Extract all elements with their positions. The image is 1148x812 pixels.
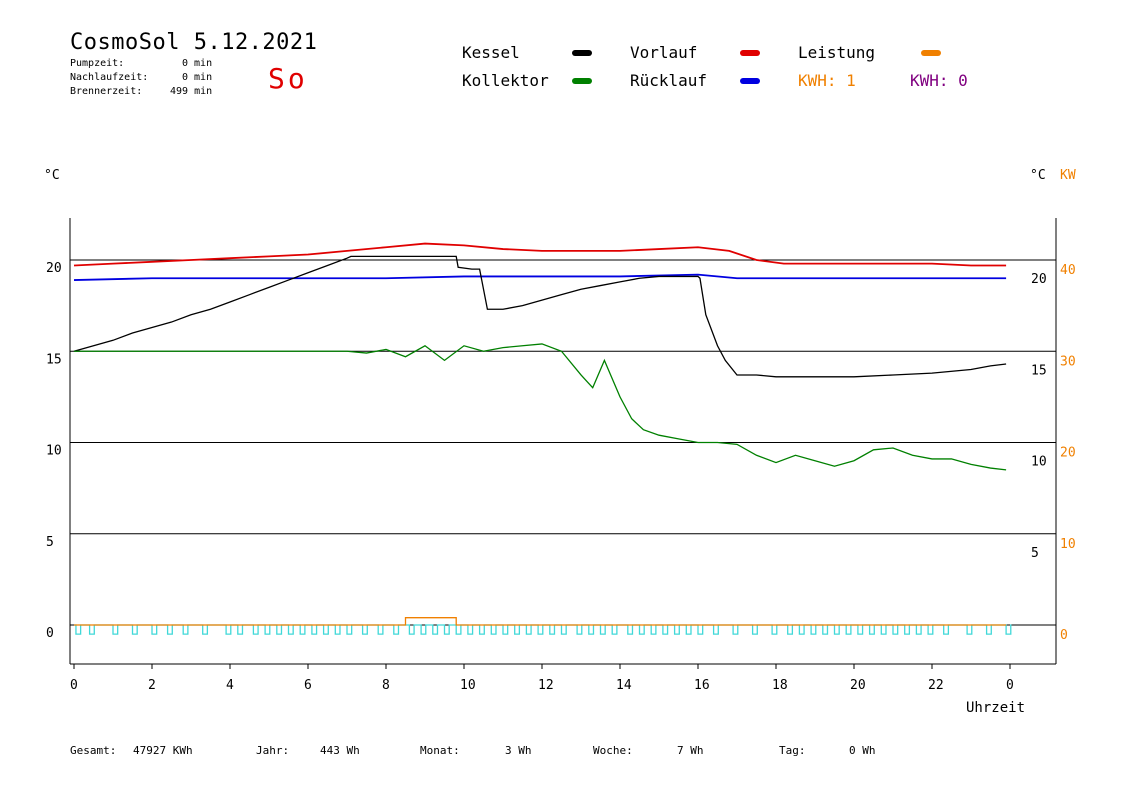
legend-kollektor-swatch [572,78,592,84]
x-tick-label-0: 0 [70,678,78,693]
footer-woche-label: Woche: [593,744,633,757]
right-unit-c-label: °C [1030,168,1046,183]
footer-woche-value: 7 Wh [677,744,704,757]
footer-gesamt-label: Gesamt: [70,744,117,757]
legend-ruecklauf-swatch [740,78,760,84]
legend-kollektor-label: Kollektor [462,71,549,90]
series-line-vorlauf [73,242,1007,267]
y-tick-right-kw-30: 30 [1060,354,1076,369]
x-tick-label-2: 4 [226,678,234,693]
legend-kwh1: KWH: 1 [798,71,856,90]
footer-jahr-label: Jahr: [256,744,290,757]
y-tick-right-c-5: 5 [1031,546,1039,561]
y-tick-left-20: 20 [46,261,62,276]
footer-gesamt-value: 47927 KWh [133,744,193,757]
y-tick-right-kw-40: 40 [1060,263,1076,278]
stat-label-nachlaufzeit: Nachlaufzeit: [70,72,149,83]
x-tick-label-7: 14 [616,678,632,693]
series-line-rcklauf [73,273,1007,281]
x-tick-label-5: 10 [460,678,476,693]
footer-tag-label: Tag: [779,744,806,757]
y-tick-right-c-10: 10 [1031,455,1047,470]
y-tick-right-c-15: 15 [1031,363,1047,378]
series-pump-pulses [74,624,1012,635]
footer-monat-value: 3 Wh [505,744,532,757]
y-tick-right-kw-20: 20 [1060,446,1076,461]
legend-kwh2: KWH: 0 [910,71,968,90]
legend-ruecklauf-label: Rücklauf [630,71,708,90]
y-tick-right-kw-0: 0 [1060,628,1068,643]
x-tick-label-3: 6 [304,678,312,693]
stat-label-brennerzeit: Brennerzeit: [70,86,143,97]
weekday-label: So [268,62,308,95]
series-line-kessel [73,255,1007,378]
left-unit-label: °C [44,168,60,183]
right-unit-kw-label: KW [1060,168,1076,183]
y-tick-left-15: 15 [46,352,62,367]
stat-label-pumpzeit: Pumpzeit: [70,58,125,69]
legend-kessel-label: Kessel [462,43,520,62]
y-tick-left-0: 0 [46,626,54,641]
x-axis-label: Uhrzeit [966,700,1026,716]
stat-value-nachlaufzeit: 0 min [182,72,213,83]
y-tick-right-c-20: 20 [1031,272,1047,287]
x-tick-label-6: 12 [538,678,554,693]
legend-vorlauf-swatch [740,50,760,56]
x-tick-label-9: 18 [772,678,788,693]
series-line-kollektor [74,343,1007,471]
footer-jahr-value: 443 Wh [320,744,360,757]
series-line-leistung [74,617,1007,626]
chart-title: CosmoSol 5.12.2021 [70,30,318,55]
x-tick-label-10: 20 [850,678,866,693]
x-tick-label-4: 8 [382,678,390,693]
y-tick-left-5: 5 [46,535,54,550]
x-tick-label-11: 22 [928,678,944,693]
y-tick-right-kw-10: 10 [1060,537,1076,552]
x-tick-label-12: 0 [1006,678,1014,693]
y-tick-left-10: 10 [46,444,62,459]
legend-vorlauf-label: Vorlauf [630,43,698,62]
legend-leistung-label: Leistung [798,43,876,62]
stat-value-pumpzeit: 0 min [182,58,213,69]
x-tick-label-1: 2 [148,678,156,693]
footer-tag-value: 0 Wh [849,744,876,757]
legend-leistung-swatch [921,50,941,56]
footer-monat-label: Monat: [420,744,460,757]
stat-value-brennerzeit: 499 min [170,86,213,97]
x-tick-label-8: 16 [694,678,710,693]
legend-kessel-swatch [572,50,592,56]
